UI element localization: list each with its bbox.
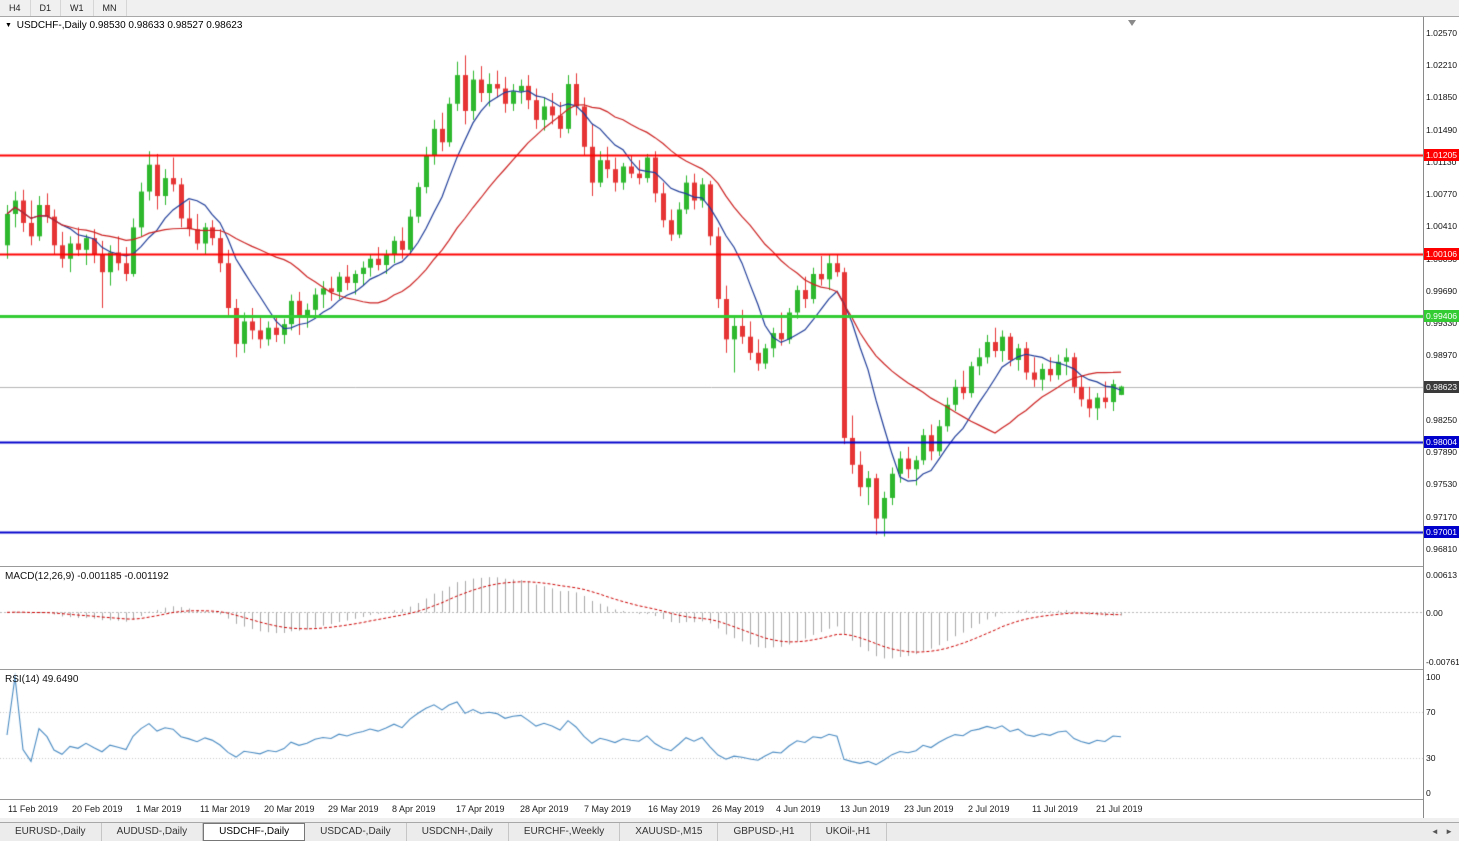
price-axis-tick: 0.98250: [1426, 414, 1458, 425]
chart-shift-marker-icon[interactable]: [1128, 20, 1136, 26]
price-level-badge: 1.01205: [1424, 149, 1459, 162]
chart-window: ▼ USDCHF-,Daily 0.98530 0.98633 0.98527 …: [0, 17, 1459, 818]
tab-xauusd-m15[interactable]: XAUUSD-,M15: [620, 823, 719, 841]
time-axis-label: 4 Jun 2019: [776, 804, 821, 814]
price-axis[interactable]: 1.02570 1.02210 1.01850 1.01490 1.01130 1.007…: [1423, 17, 1459, 818]
time-axis-label: 1 Mar 2019: [136, 804, 182, 814]
tab-eurusd-daily[interactable]: EURUSD-,Daily: [0, 823, 102, 841]
time-axis-label: 29 Mar 2019: [328, 804, 379, 814]
current-price-badge: 0.98623: [1424, 380, 1459, 393]
timeframe-d1-button[interactable]: D1: [31, 0, 62, 16]
time-axis-label: 7 May 2019: [584, 804, 632, 814]
price-axis-tick: 1.01130: [1426, 156, 1457, 167]
time-axis[interactable]: 11 Feb 2019 20 Feb 2019 1 Mar 2019 11 Mar 2…: [0, 800, 1423, 818]
timeframe-w1-button[interactable]: W1: [61, 0, 94, 16]
price-chart-canvas[interactable]: [0, 17, 1423, 566]
panel-splitter-rsi[interactable]: [0, 669, 1459, 670]
price-axis-tick: 30: [1426, 753, 1436, 764]
timeframe-mn-button[interactable]: MN: [94, 0, 127, 16]
tab-usdcad-daily[interactable]: USDCAD-,Daily: [305, 823, 407, 841]
price-axis-tick: 0.00613: [1426, 570, 1458, 580]
time-axis-label: 13 Jun 2019: [840, 804, 890, 814]
price-level-badge: 1.00106: [1424, 247, 1459, 260]
rsi-indicator-canvas[interactable]: [0, 671, 1423, 799]
price-axis-tick: -0.00761: [1426, 657, 1459, 667]
chart-tabs-bar: EURUSD-,Daily AUDUSD-,Daily USDCHF-,Dail…: [0, 822, 1459, 841]
time-axis-label: 28 Apr 2019: [520, 804, 569, 814]
tab-audusd-daily[interactable]: AUDUSD-,Daily: [102, 823, 204, 841]
time-axis-label: 20 Feb 2019: [72, 804, 123, 814]
price-axis-tick: 0.99690: [1426, 285, 1458, 296]
time-axis-label: 11 Feb 2019: [8, 804, 58, 814]
time-axis-label: 23 Jun 2019: [904, 804, 954, 814]
timeframe-toolbar: H4 D1 W1 MN: [0, 0, 1459, 17]
price-axis-tick: 0.96810: [1426, 543, 1458, 554]
price-axis-tick: 0.97170: [1426, 511, 1458, 522]
price-level-badge: 0.98004: [1424, 436, 1459, 449]
time-axis-label: 8 Apr 2019: [392, 804, 436, 814]
time-axis-label: 11 Jul 2019: [1032, 804, 1078, 814]
time-axis-label: 20 Mar 2019: [264, 804, 315, 814]
tab-gbpusd-h1[interactable]: GBPUSD-,H1: [718, 823, 811, 841]
price-axis-tick: 1.00770: [1426, 189, 1458, 200]
tab-usdcnh-daily[interactable]: USDCNH-,Daily: [407, 823, 509, 841]
timeframe-h4-button[interactable]: H4: [0, 0, 31, 16]
price-axis-tick: 1.00410: [1426, 221, 1458, 232]
time-axis-label: 2 Jul 2019: [968, 804, 1010, 814]
price-axis-tick: 1.02570: [1426, 28, 1458, 38]
price-axis-tick: 0.99330: [1426, 318, 1458, 329]
price-axis-tick: 100: [1426, 672, 1441, 682]
window-bottom-strip: [0, 818, 1459, 822]
tab-usdchf-daily[interactable]: USDCHF-,Daily: [203, 823, 306, 841]
price-axis-tick: 1.02210: [1426, 60, 1458, 71]
price-axis-tick: 0.00: [1426, 607, 1443, 618]
price-axis-tick: 0.97890: [1426, 447, 1458, 458]
time-axis-label: 11 Mar 2019: [200, 804, 250, 814]
tab-eurchf-weekly[interactable]: EURCHF-,Weekly: [509, 823, 621, 841]
time-axis-divider: [0, 799, 1459, 800]
tab-scroll-controls: ◄ ►: [1431, 823, 1459, 841]
chart-title: ▼ USDCHF-,Daily 0.98530 0.98633 0.98527 …: [5, 20, 242, 31]
time-axis-label: 26 May 2019: [712, 804, 765, 814]
price-level-badge: 0.99406: [1424, 310, 1459, 323]
time-axis-label: 21 Jul 2019: [1096, 804, 1143, 814]
macd-indicator-label: MACD(12,26,9) -0.001185 -0.001192: [5, 571, 169, 582]
panel-splitter-macd[interactable]: [0, 566, 1459, 567]
price-axis-tick: 1.01850: [1426, 92, 1458, 103]
rsi-indicator-label: RSI(14) 49.6490: [5, 674, 79, 685]
price-axis-tick: 0.97530: [1426, 479, 1458, 490]
price-level-badge: 0.97001: [1424, 525, 1459, 538]
time-axis-label: 16 May 2019: [648, 804, 701, 814]
price-axis-tick: 0.98970: [1426, 350, 1458, 361]
symbol-marker-icon: ▼: [5, 22, 12, 29]
tabs-scroll-left-icon[interactable]: ◄: [1430, 827, 1441, 836]
price-axis-tick: 70: [1426, 706, 1436, 717]
price-axis-tick: 1.01490: [1426, 124, 1458, 135]
price-axis-tick: 0: [1426, 788, 1431, 798]
chart-ohlc-values: 0.98530 0.98633 0.98527 0.98623: [89, 20, 243, 31]
macd-indicator-canvas[interactable]: [0, 568, 1423, 669]
tabs-scroll-right-icon[interactable]: ►: [1445, 827, 1455, 836]
time-axis-label: 17 Apr 2019: [456, 804, 505, 814]
tab-ukoil-h1[interactable]: UKOil-,H1: [811, 823, 887, 841]
chart-symbol-period: USDCHF-,Daily: [16, 20, 87, 31]
